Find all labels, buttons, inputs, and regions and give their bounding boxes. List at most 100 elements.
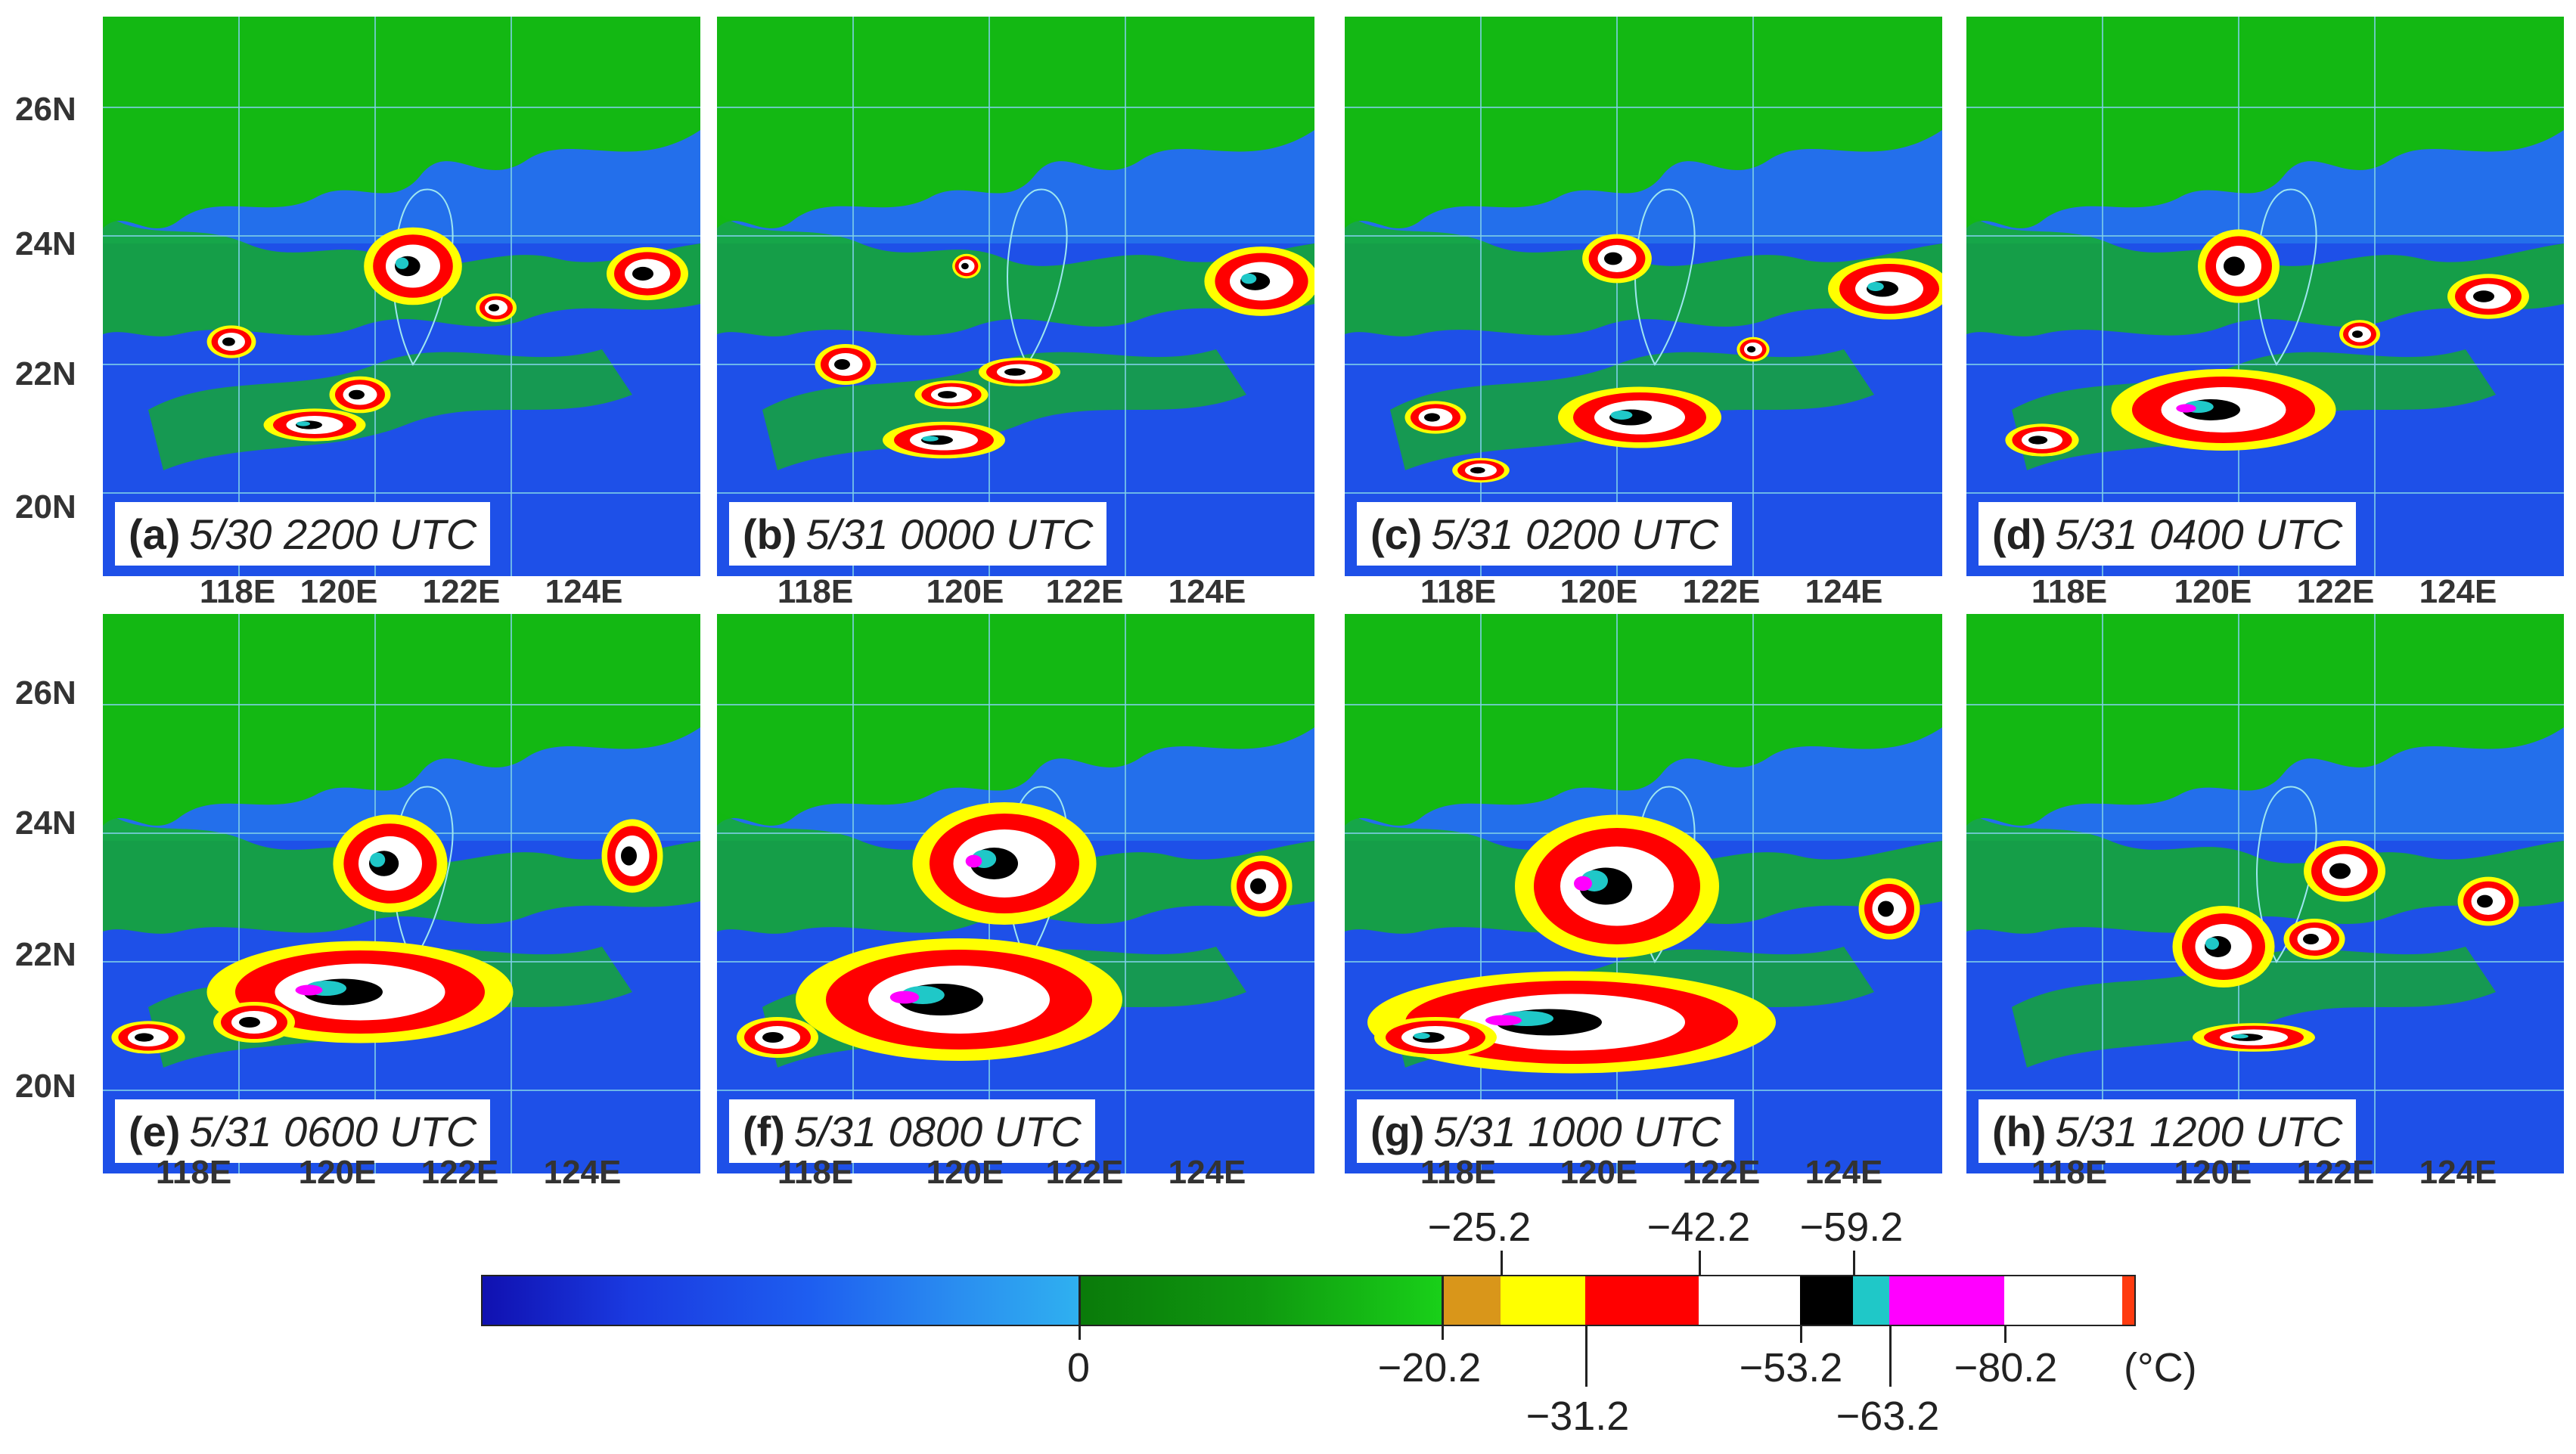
- ir-map: [717, 17, 1314, 576]
- lat-label-20n: 20N: [15, 488, 76, 525]
- lat-label-24n: 24N: [15, 225, 76, 262]
- convective-cell: [2283, 919, 2345, 960]
- lon-label-120e: 120E: [926, 573, 1004, 610]
- lon-label-118e: 118E: [777, 1154, 854, 1191]
- colorbar-seg-white: [1699, 1275, 1800, 1325]
- tick-minus-20-2: [1442, 1275, 1444, 1340]
- tick-minus-53-2: [1800, 1325, 1802, 1343]
- ir-map: [1966, 614, 2564, 1173]
- cloud-mass-north: [1345, 17, 1942, 228]
- tick-minus-42-2: [1699, 1251, 1701, 1275]
- colorbar-seg-red: [1585, 1275, 1699, 1325]
- convective-cell: [1204, 246, 1314, 316]
- tick-0: [1079, 1275, 1081, 1340]
- convective-cell: [213, 1002, 295, 1043]
- colorbar-label-minus-20-2: −20.2: [1377, 1345, 1482, 1390]
- colorbar-seg-green: [1079, 1275, 1442, 1325]
- panel-id: (h): [1992, 1107, 2047, 1155]
- tick-minus-31-2: [1585, 1325, 1587, 1387]
- temperature-colorbar: [481, 1275, 2134, 1325]
- ir-map: [1345, 17, 1942, 576]
- colorbar-label-minus-80-2: −80.2: [1954, 1345, 2058, 1390]
- lon-label-120e: 120E: [2174, 1154, 2252, 1191]
- lon-label-118e: 118E: [2031, 1154, 2108, 1191]
- panel-time: 5/30 2200 UTC: [189, 510, 477, 558]
- convective-cell: [2193, 1023, 2315, 1052]
- cloud-band-middle: [717, 213, 1314, 336]
- convective-cell: [952, 253, 981, 279]
- convective-cell: [1828, 258, 1942, 320]
- cloud-mass-north: [1966, 17, 2564, 228]
- cloud-band-middle: [1966, 811, 2564, 934]
- convective-cell: [2005, 423, 2079, 457]
- convective-cell: [883, 421, 1005, 459]
- convective-cell: [2339, 320, 2380, 349]
- tick-minus-25-2: [1501, 1251, 1503, 1275]
- colorbar-seg-white2: [2004, 1275, 2122, 1325]
- lon-label-124e: 124E: [543, 1154, 622, 1191]
- lon-label-124e: 124E: [2419, 573, 2497, 610]
- colorbar-seg-orange: [1442, 1275, 1501, 1325]
- colorbar-seg-cyan: [1853, 1275, 1889, 1325]
- colorbar-unit: (°C): [2124, 1345, 2197, 1390]
- panel-h: (h) 5/31 1200 UTC: [1966, 614, 2564, 1173]
- ir-map: [717, 614, 1314, 1173]
- convective-cell: [263, 408, 366, 442]
- panel-id: (c): [1370, 510, 1423, 558]
- colorbar-label-minus-59-2: −59.2: [1799, 1204, 1904, 1250]
- colorbar-seg-black: [1800, 1275, 1853, 1325]
- lon-label-120e: 120E: [1560, 1154, 1638, 1191]
- panel-label: (a) 5/30 2200 UTC: [115, 502, 491, 566]
- lon-label-124e: 124E: [1168, 573, 1246, 610]
- convective-cell: [979, 358, 1060, 386]
- panel-time: 5/31 1000 UTC: [1433, 1107, 1721, 1155]
- lat-label-24n: 24N: [15, 805, 76, 842]
- panel-label: (b) 5/31 0000 UTC: [729, 502, 1107, 566]
- convective-cell: [111, 1021, 185, 1054]
- colorbar-label-0: 0: [1066, 1345, 1091, 1390]
- panel-time: 5/31 0000 UTC: [805, 510, 1094, 558]
- colorbar-seg-blue: [481, 1275, 1079, 1325]
- lon-label-120e: 120E: [299, 573, 378, 610]
- coastline-outline: [2256, 786, 2317, 963]
- ir-map: [103, 17, 700, 576]
- lon-label-118e: 118E: [155, 1154, 232, 1191]
- coastline-outline: [1634, 188, 1696, 366]
- convective-cell: [601, 819, 663, 893]
- panel-id: (a): [129, 510, 181, 558]
- lon-label-122e: 122E: [1045, 1154, 1124, 1191]
- lon-label-120e: 120E: [926, 1154, 1004, 1191]
- lon-label-122e: 122E: [422, 573, 501, 610]
- lat-label-22n: 22N: [15, 355, 76, 392]
- convective-cell: [2172, 906, 2275, 987]
- lon-label-118e: 118E: [777, 573, 854, 610]
- convective-cell: [815, 344, 877, 385]
- tick-minus-59-2: [1853, 1251, 1855, 1275]
- lon-label-122e: 122E: [421, 1154, 499, 1191]
- panel-label: (h) 5/31 1200 UTC: [1979, 1099, 2357, 1163]
- panel-time: 5/31 1200 UTC: [2055, 1107, 2343, 1155]
- lat-label-20n: 20N: [15, 1068, 76, 1105]
- ir-map: [1966, 17, 2564, 576]
- panel-c: (c) 5/31 0200 UTC: [1345, 17, 1942, 576]
- panel-a: (a) 5/30 2200 UTC: [103, 17, 700, 576]
- lon-label-120e: 120E: [298, 1154, 377, 1191]
- convective-cell: [329, 376, 391, 414]
- colorbar-label-minus-25-2: −25.2: [1427, 1204, 1532, 1250]
- lon-label-122e: 122E: [1682, 573, 1761, 610]
- colorbar-label-minus-31-2: −31.2: [1525, 1394, 1630, 1439]
- panel-time: 5/31 0200 UTC: [1431, 510, 1719, 558]
- lon-label-122e: 122E: [2296, 573, 2375, 610]
- cloud-mass-north: [103, 17, 700, 228]
- convective-cell: [1736, 336, 1770, 362]
- panel-label: (e) 5/31 0600 UTC: [115, 1099, 491, 1163]
- cloud-mass-north: [717, 17, 1314, 228]
- tick-minus-63-2: [1889, 1325, 1892, 1387]
- panel-label: (f) 5/31 0800 UTC: [729, 1099, 1095, 1163]
- panel-id: (d): [1992, 510, 2047, 558]
- lon-label-124e: 124E: [2419, 1154, 2497, 1191]
- colorbar-label-minus-63-2: −63.2: [1836, 1394, 1940, 1439]
- convective-cell: [1558, 386, 1721, 448]
- convective-cell: [796, 938, 1122, 1061]
